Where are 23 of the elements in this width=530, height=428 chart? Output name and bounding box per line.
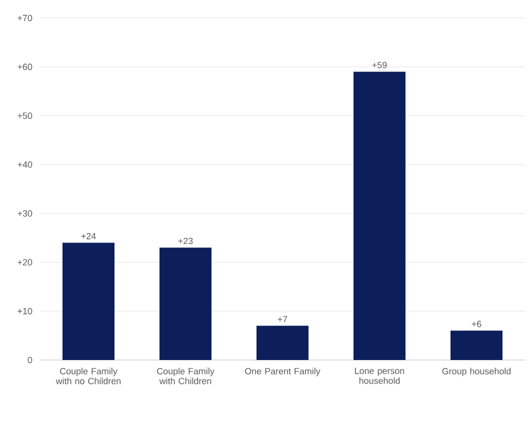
y-tick-label: +20	[18, 259, 32, 266]
x-tick-label: Lone person household	[355, 368, 404, 384]
x-tick-label: Couple Family with Children	[157, 368, 214, 384]
y-tick-label: +70	[18, 14, 32, 22]
bar	[256, 326, 309, 360]
data-label: +23	[178, 238, 193, 244]
bar	[62, 242, 114, 360]
y-tick-label: +50	[18, 112, 32, 119]
y-tick-label: 0	[28, 356, 32, 364]
data-label: +7	[278, 316, 288, 322]
y-tick-label: +30	[18, 210, 32, 217]
x-tick-label: Group household	[442, 368, 511, 376]
y-tick-label: +40	[18, 161, 32, 168]
bar	[450, 330, 503, 360]
data-label: +59	[372, 62, 387, 68]
data-label: +6	[472, 320, 482, 328]
y-tick-label: +10	[18, 308, 32, 314]
data-label: +24	[81, 232, 96, 240]
x-tick-label: Couple Family with no Children	[56, 368, 121, 384]
bar	[160, 248, 212, 360]
bar	[354, 72, 406, 360]
y-tick-label: +60	[18, 64, 32, 70]
x-tick-label: One Parent Family	[245, 368, 320, 376]
